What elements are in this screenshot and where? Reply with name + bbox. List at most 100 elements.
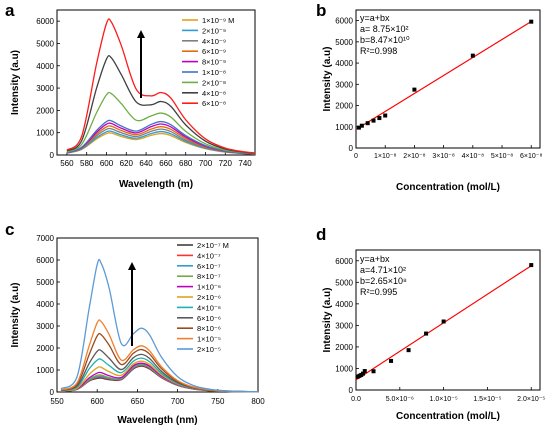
y-tick-label: 6000 bbox=[36, 256, 54, 265]
x-axis-title: Concentration (mol/L) bbox=[396, 182, 500, 193]
y-tick-label: 2000 bbox=[36, 106, 54, 115]
legend-entry: 2×10⁻⁵ bbox=[197, 345, 221, 354]
legend-entry: 1×10⁻⁸ bbox=[202, 68, 226, 77]
chart-a: 0 1000 2000 3000 4000 5000 6000 560 580 600 620 640… bbox=[10, 9, 256, 190]
data-point bbox=[377, 116, 382, 121]
fit-annotation: R²=0.998 bbox=[360, 46, 397, 56]
legend-entry: 8×10⁻⁶ bbox=[197, 324, 221, 333]
x-tick-label: 3×10⁻⁸ bbox=[432, 153, 454, 160]
plot-frame bbox=[355, 9, 541, 149]
y-axis-title: Intensity (a.u) bbox=[322, 287, 333, 352]
trend-arrow-head bbox=[137, 30, 145, 38]
fit-annotation: y=a+bx bbox=[360, 254, 390, 264]
y-tick-label: 5000 bbox=[335, 278, 353, 287]
y-tick-label: 1000 bbox=[36, 366, 54, 375]
y-axis-title: Intensity (a.u) bbox=[10, 50, 21, 115]
data-point bbox=[356, 125, 361, 130]
y-tick-label: 3000 bbox=[335, 80, 353, 89]
x-axis-title: Wavelength (m) bbox=[119, 179, 193, 190]
x-tick-label: 2×10⁻⁸ bbox=[403, 153, 425, 160]
fit-line bbox=[355, 21, 532, 130]
panel-label-d: d bbox=[316, 225, 326, 244]
legend-entry: 8×10⁻⁷ bbox=[197, 272, 221, 281]
legend-entry: 6×10⁻⁷ bbox=[197, 262, 221, 271]
x-tick-label: 680 bbox=[179, 159, 193, 168]
y-tick-label: 4000 bbox=[36, 62, 54, 71]
data-point bbox=[424, 331, 429, 336]
data-point bbox=[529, 263, 534, 268]
legend-entry: 6×10⁻⁸ bbox=[202, 99, 226, 108]
fit-annotation: b=8.47×10¹⁰ bbox=[360, 35, 410, 45]
chart-d: 0 1000 2000 3000 4000 5000 6000 0.0 5.0×10⁻⁶ 1.0×… bbox=[322, 249, 545, 422]
legend-entry: 2×10⁻⁷ M bbox=[197, 241, 229, 250]
fit-annotation: R²=0.995 bbox=[360, 287, 397, 297]
y-tick-label: 2000 bbox=[335, 102, 353, 111]
y-tick-label: 2000 bbox=[36, 344, 54, 353]
legend-entry: 2×10⁻⁸ bbox=[202, 78, 226, 87]
y-axis-title: Intensity (a.u) bbox=[322, 46, 333, 111]
x-tick-label: 600 bbox=[100, 159, 114, 168]
y-tick-label: 2000 bbox=[335, 343, 353, 352]
legend-entry: 4×10⁻⁷ bbox=[197, 251, 221, 260]
series-line bbox=[60, 258, 259, 393]
data-point bbox=[529, 19, 534, 24]
x-tick-label: 1×10⁻⁸ bbox=[374, 153, 396, 160]
x-tick-label: 1.0×10⁻⁵ bbox=[430, 396, 458, 403]
y-tick-label: 5000 bbox=[36, 39, 54, 48]
x-tick-label: 5×10⁻⁸ bbox=[491, 153, 513, 160]
data-point bbox=[470, 53, 475, 58]
legend-entry: 1×10⁻⁵ bbox=[197, 335, 221, 344]
panel-label-b: b bbox=[316, 1, 326, 20]
fit-annotation: a=4.71×10² bbox=[360, 265, 406, 275]
y-tick-label: 6000 bbox=[36, 17, 54, 26]
legend: 1×10⁻⁹ M2×10⁻⁹ 4×10⁻⁹6×10⁻⁹ 8×10⁻⁹1×10⁻⁸2×… bbox=[182, 16, 234, 108]
y-tick-label: 0 bbox=[50, 388, 55, 397]
y-tick-label: 3000 bbox=[335, 321, 353, 330]
x-tick-label: 700 bbox=[199, 159, 213, 168]
data-point bbox=[383, 113, 388, 118]
x-tick-label: 6×10⁻⁸ bbox=[520, 153, 542, 160]
x-axis-title: Concentration (mol/L) bbox=[396, 411, 500, 422]
y-tick-label: 4000 bbox=[36, 300, 54, 309]
y-tick-label: 3000 bbox=[36, 322, 54, 331]
plot-frame bbox=[56, 237, 259, 393]
y-tick-label: 0 bbox=[349, 144, 354, 153]
x-tick-label: 660 bbox=[159, 159, 173, 168]
x-tick-label: 0 bbox=[354, 153, 358, 160]
y-tick-label: 0 bbox=[349, 386, 354, 395]
legend-entry: 4×10⁻⁸ bbox=[202, 89, 226, 98]
x-tick-label: 2.0×10⁻⁵ bbox=[517, 396, 545, 403]
y-tick-label: 1000 bbox=[36, 129, 54, 138]
x-tick-label: 4×10⁻⁸ bbox=[462, 153, 484, 160]
x-tick-label: 620 bbox=[120, 159, 134, 168]
y-tick-label: 1000 bbox=[335, 123, 353, 132]
legend-entry: 1×10⁻⁶ bbox=[197, 283, 221, 292]
data-point bbox=[389, 358, 394, 363]
x-tick-label: 1.5×10⁻⁵ bbox=[473, 396, 501, 403]
y-axis-title: Intensity (a.u) bbox=[10, 282, 21, 347]
fit-annotation: a= 8.75×10² bbox=[360, 24, 409, 34]
x-tick-label: 720 bbox=[219, 159, 233, 168]
y-tick-label: 5000 bbox=[36, 278, 54, 287]
x-axis-title: Wavelength (nm) bbox=[117, 415, 197, 426]
plot-frame bbox=[355, 249, 541, 391]
series-line bbox=[66, 55, 256, 154]
series-line bbox=[60, 363, 259, 393]
x-tick-label: 640 bbox=[139, 159, 153, 168]
y-tick-label: 5000 bbox=[335, 38, 353, 47]
x-tick-label: 0.0 bbox=[351, 396, 361, 403]
x-tick-label: 550 bbox=[50, 397, 64, 406]
plot-frame bbox=[56, 9, 256, 156]
x-tick-label: 800 bbox=[251, 397, 265, 406]
chart-b: 0 1000 2000 3000 4000 5000 6000 0 1×10⁻⁸ 2×10⁻⁸ 3×… bbox=[322, 9, 542, 193]
x-tick-label: 580 bbox=[80, 159, 94, 168]
y-tick-label: 3000 bbox=[36, 84, 54, 93]
trend-arrow-head bbox=[128, 262, 136, 270]
x-tick-label: 5.0×10⁻⁶ bbox=[386, 396, 414, 403]
series-line bbox=[66, 18, 256, 154]
fit-annotation: y=a+bx bbox=[360, 13, 390, 23]
y-tick-label: 6000 bbox=[335, 257, 353, 266]
y-tick-label: 4000 bbox=[335, 300, 353, 309]
legend-entry: 2×10⁻⁹ bbox=[202, 26, 226, 35]
series-line bbox=[66, 119, 256, 155]
